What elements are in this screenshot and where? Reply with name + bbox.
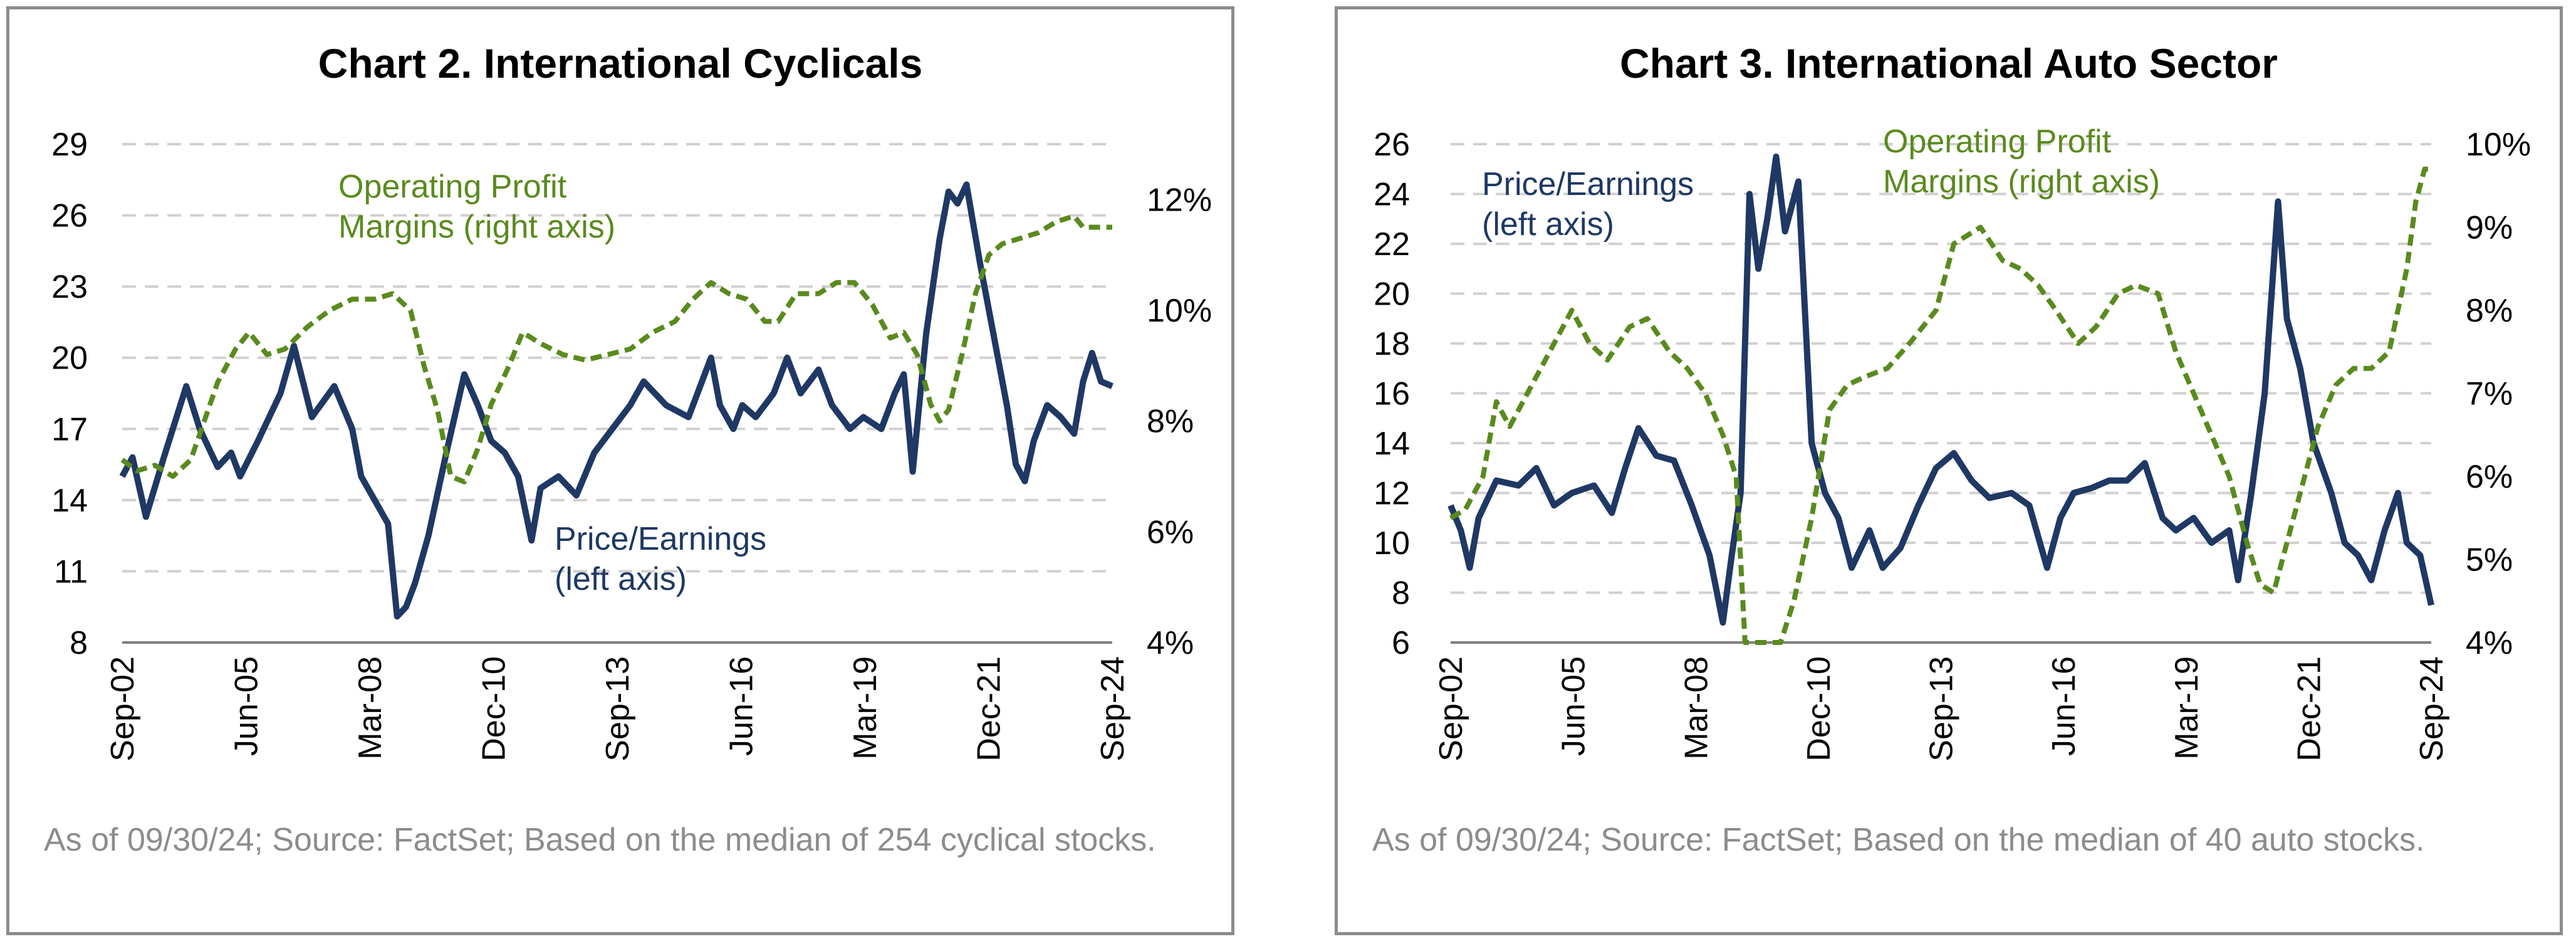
annotation-pe: Price/Earnings — [555, 521, 766, 557]
y-right-tick-label: 12% — [1147, 182, 1212, 218]
x-tick-label: Sep-24 — [1095, 656, 1131, 762]
chart-panel-cyclicals: 8 11 14 17 20 23 26 29 4% 6% 8% 10% 12% Sep-02 Jun-05 M… — [6, 6, 1234, 935]
y-left-tick-label: 17 — [51, 411, 88, 448]
annotation-margins: Margins (right axis) — [338, 209, 615, 245]
y-left-tick-label: 12 — [1374, 476, 1410, 512]
annotation-pe: (left axis) — [555, 561, 687, 597]
y-right-tick-label: 10% — [2466, 127, 2531, 163]
y-left-tick-label: 6 — [1392, 625, 1410, 661]
y-left-tick-label: 10 — [1374, 525, 1410, 562]
chart-auto-sector: 6 8 10 12 14 16 18 20 22 24 26 4% 5% 6% 7% 8% 9% 10% Sep-0… — [1374, 123, 2531, 762]
y-right-tick-label: 6% — [1147, 514, 1194, 550]
x-tick-label: Dec-10 — [1801, 656, 1837, 762]
y-right-tick-label: 10% — [1147, 293, 1212, 329]
x-tick-label: Dec-10 — [476, 656, 513, 762]
x-tick-label: Jun-16 — [724, 656, 760, 756]
y-right-tick-label: 4% — [1147, 625, 1194, 661]
x-tick-label: Sep-24 — [2414, 656, 2450, 762]
annotation-margins: Operating Profit — [1883, 123, 2112, 160]
series-line-margins — [120, 213, 1112, 485]
series-line-pe — [1447, 153, 2434, 626]
y-left-tick-label: 29 — [51, 127, 88, 163]
chart-footnote: As of 09/30/24; Source: FactSet; Based o… — [1372, 822, 2425, 858]
chart-cyclicals: 8 11 14 17 20 23 26 29 4% 6% 8% 10% 12% Sep-02 Jun-05 M… — [51, 127, 1212, 762]
y-left-tick-label: 14 — [51, 483, 88, 519]
annotation-margins: Operating Profit — [338, 169, 567, 205]
y-left-tick-label: 20 — [51, 340, 88, 377]
y-right-tick-label: 9% — [2466, 210, 2513, 246]
y-left-tick-label: 16 — [1374, 376, 1410, 412]
chart-title: Chart 3. International Auto Sector — [1619, 40, 2278, 87]
x-tick-label: Mar-19 — [847, 656, 884, 760]
y-left-tick-label: 24 — [1374, 177, 1410, 213]
x-tick-label: Mar-08 — [352, 656, 388, 760]
y-right-tick-label: 8% — [1147, 404, 1194, 440]
y-left-tick-label: 20 — [1374, 276, 1410, 313]
x-tick-label: Dec-21 — [971, 656, 1008, 762]
chart-footnote: As of 09/30/24; Source: FactSet; Based o… — [44, 822, 1156, 858]
series-line-margins — [1449, 166, 2431, 645]
y-right-tick-label: 5% — [2466, 542, 2513, 579]
x-tick-label: Mar-19 — [2169, 656, 2205, 760]
chart-panel-auto: 6 8 10 12 14 16 18 20 22 24 26 4% 5% 6% 7% 8% 9% 10% Sep-0… — [1335, 6, 2563, 935]
y-left-tick-label: 23 — [51, 269, 88, 305]
x-tick-label: Jun-05 — [1556, 656, 1592, 756]
y-left-tick-label: 11 — [54, 553, 88, 590]
y-left-tick-label: 18 — [1374, 326, 1410, 362]
x-tick-label: Jun-16 — [2046, 656, 2082, 756]
x-tick-label: Dec-21 — [2291, 656, 2327, 762]
chart-title: Chart 2. International Cyclicals — [318, 40, 923, 87]
x-tick-label: Sep-13 — [1924, 656, 1960, 762]
y-right-tick-label: 6% — [2466, 459, 2513, 495]
annotation-pe: Price/Earnings — [1482, 166, 1694, 202]
x-tick-label: Sep-13 — [600, 656, 636, 762]
y-left-tick-label: 26 — [51, 198, 88, 234]
x-tick-label: Jun-05 — [229, 656, 265, 756]
y-left-tick-label: 8 — [1392, 575, 1410, 612]
y-left-tick-label: 8 — [70, 625, 88, 661]
y-right-tick-label: 8% — [2466, 293, 2513, 329]
y-right-tick-label: 4% — [2466, 625, 2513, 661]
x-tick-label: Mar-08 — [1678, 656, 1714, 760]
annotation-margins: Margins (right axis) — [1883, 164, 2160, 200]
annotation-pe: (left axis) — [1482, 206, 1614, 243]
y-left-tick-label: 22 — [1374, 226, 1410, 263]
x-tick-label: Sep-02 — [105, 656, 141, 762]
x-tick-label: Sep-02 — [1433, 656, 1469, 762]
y-left-tick-label: 26 — [1374, 127, 1410, 163]
y-left-tick-label: 14 — [1374, 426, 1410, 462]
y-right-tick-label: 7% — [2466, 376, 2513, 412]
